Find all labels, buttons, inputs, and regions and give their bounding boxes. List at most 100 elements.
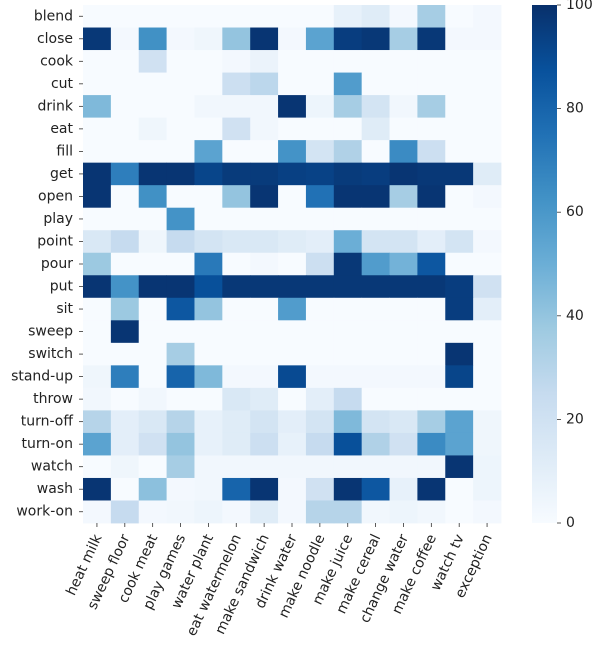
- heatmap-cell: [305, 275, 335, 299]
- heatmap-cell: [194, 185, 223, 209]
- heatmap-cell: [83, 320, 112, 344]
- heatmap-cell: [83, 252, 112, 276]
- heatmap-cell: [138, 72, 167, 96]
- colorbar-tick-label: 100: [566, 0, 593, 13]
- heatmap-cell: [417, 320, 446, 344]
- heatmap-cell: [166, 275, 195, 299]
- heatmap-cell: [83, 432, 112, 456]
- heatmap-cell: [305, 455, 335, 479]
- heatmap-cell: [110, 365, 140, 389]
- y-tick-label: pour: [41, 256, 73, 272]
- heatmap-cell: [417, 252, 446, 276]
- heatmap-cell: [138, 162, 167, 186]
- heatmap-cell: [194, 387, 223, 411]
- heatmap-cell: [166, 410, 195, 434]
- heatmap-cell: [278, 117, 307, 141]
- heatmap-cell: [361, 320, 390, 344]
- heatmap-cell: [389, 410, 418, 434]
- heatmap-cell: [250, 27, 279, 51]
- y-tick-label: blend: [34, 8, 73, 24]
- heatmap-cell: [305, 387, 335, 411]
- heatmap-cell: [305, 297, 335, 321]
- heatmap-cell: [333, 252, 363, 276]
- heatmap-cell: [389, 320, 418, 344]
- heatmap-cell: [417, 410, 446, 434]
- heatmap-cell: [333, 162, 363, 186]
- heatmap-cell: [389, 365, 418, 389]
- colorbar-gradient: [532, 5, 557, 523]
- heatmap-cell: [110, 275, 140, 299]
- heatmap-cell: [333, 320, 363, 344]
- heatmap-cell: [278, 27, 307, 51]
- heatmap-cell: [473, 365, 502, 389]
- heatmap-cell: [445, 365, 474, 389]
- heatmap-cell: [250, 140, 279, 164]
- heatmap-cell: [278, 320, 307, 344]
- heatmap-cell: [110, 410, 140, 434]
- heatmap-cell: [110, 50, 140, 73]
- heatmap-cell: [250, 500, 279, 524]
- heatmap-cell: [83, 275, 112, 299]
- heatmap-cell: [250, 275, 279, 299]
- heatmap-cell: [138, 27, 167, 51]
- y-axis-ticks: blend close cook cut drink eat fill get open play…: [11, 8, 83, 520]
- heatmap-cell: [250, 72, 279, 96]
- heatmap-cell: [222, 387, 251, 411]
- heatmap-cell: [417, 5, 446, 28]
- heatmap-cell: [445, 5, 474, 28]
- heatmap-cell: [361, 455, 390, 479]
- heatmap-cell: [361, 410, 390, 434]
- heatmap-cell: [333, 207, 363, 231]
- heatmap-cell: [473, 387, 502, 411]
- heatmap-cell: [389, 477, 418, 501]
- heatmap-cell: [166, 500, 195, 524]
- heatmap-cell: [138, 5, 167, 28]
- heatmap-cell: [194, 95, 223, 119]
- heatmap-cell: [250, 410, 279, 434]
- heatmap-cell: [333, 5, 363, 28]
- heatmap-cell: [194, 365, 223, 389]
- heatmap-cell: [194, 297, 223, 321]
- heatmap-cell: [389, 95, 418, 119]
- heatmap-cell: [138, 230, 167, 254]
- heatmap-cell: [222, 500, 251, 524]
- heatmap-cell: [305, 27, 335, 51]
- heatmap-cell: [389, 342, 418, 366]
- colorbar-tick-label: 80: [566, 101, 584, 117]
- heatmap-cell: [222, 230, 251, 254]
- heatmap-cell: [305, 95, 335, 119]
- heatmap-cell: [222, 50, 251, 73]
- heatmap-cell: [417, 162, 446, 186]
- y-tick-label: close: [37, 31, 73, 47]
- heatmap-cell: [333, 140, 363, 164]
- heatmap-cell: [445, 50, 474, 73]
- heatmap-cell: [138, 297, 167, 321]
- heatmap-cell: [389, 230, 418, 254]
- heatmap-cell: [445, 320, 474, 344]
- heatmap-cell: [166, 455, 195, 479]
- heatmap-cell: [278, 297, 307, 321]
- heatmap-cell: [389, 207, 418, 231]
- heatmap-cell: [222, 162, 251, 186]
- heatmap-cell: [138, 387, 167, 411]
- heatmap-cell: [222, 117, 251, 141]
- heatmap-cell: [417, 50, 446, 73]
- heatmap-cell: [305, 410, 335, 434]
- heatmap-cell: [222, 5, 251, 28]
- heatmap-cell: [389, 50, 418, 73]
- heatmap-cell: [194, 207, 223, 231]
- heatmap-cell: [445, 342, 474, 366]
- heatmap-cell: [194, 342, 223, 366]
- heatmap-cell: [138, 140, 167, 164]
- heatmap-cell: [83, 230, 112, 254]
- heatmap-cell: [166, 230, 195, 254]
- y-tick-label: switch: [28, 346, 73, 362]
- heatmap-cell: [83, 95, 112, 119]
- heatmap-cell: [166, 477, 195, 501]
- heatmap-cell: [278, 342, 307, 366]
- heatmap-cell: [110, 140, 140, 164]
- heatmap-cell: [417, 477, 446, 501]
- heatmap-cell: [445, 275, 474, 299]
- heatmap-cell: [110, 162, 140, 186]
- heatmap-cell: [445, 72, 474, 96]
